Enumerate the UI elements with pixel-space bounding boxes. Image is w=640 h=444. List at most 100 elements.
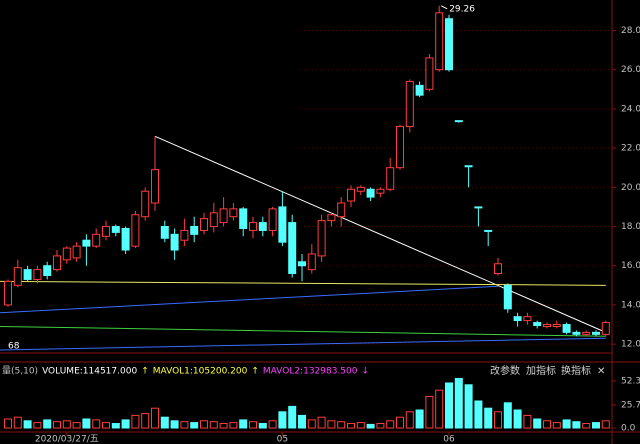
volume-bar [543,420,551,429]
y-tick-label: 18.00 [621,222,640,232]
toolbar-button[interactable]: 改参数 [490,364,520,377]
volume-bar [82,418,91,429]
toolbar-button[interactable]: 加指标 [526,364,556,377]
candle-body [141,190,150,218]
volume-bar [268,420,277,429]
candle-body [356,186,365,192]
volume-bar [33,422,42,429]
trend-line [0,325,606,337]
candle-body [445,18,453,71]
volume-bar [209,421,218,429]
candle-body [405,80,414,128]
vol-tick-label: 52.3 [621,376,640,386]
volume-bar [43,419,52,429]
volume-bar [327,420,336,429]
candle-body [229,208,238,218]
volume-bar [249,421,257,429]
peak-pointer [440,5,448,10]
volume-bar [484,407,493,429]
vol-tick-label: 0.0 [621,424,636,434]
candle-body [258,222,267,231]
candle-body [33,269,42,280]
volume-bar [562,419,571,429]
toolbar-button[interactable]: ✕ [597,366,605,377]
volume-bar [229,422,238,429]
vol-header: VOLUME:114517.000 [42,367,137,377]
y-tick-label: 12.00 [621,340,640,350]
candle-body [562,324,571,333]
toolbar-button[interactable]: 换指标 [561,364,591,377]
volume-bar [503,402,512,429]
volume-bar [405,411,414,429]
candle-body [523,316,532,322]
volume-bar [523,414,532,429]
candle-body [572,331,581,335]
candle-body [219,208,228,224]
candle-body [582,331,591,335]
volume-bar [190,422,199,429]
volume-bar [494,411,502,429]
volume-bar [131,414,140,429]
candle-body [337,202,346,218]
volume-bar [415,409,424,429]
vol-header: 量(5,10) [2,366,38,377]
volume-bar [552,422,561,429]
volume-bar [307,419,316,429]
volume-bar [386,420,395,429]
candle-body [415,84,424,96]
candle-body [543,324,551,327]
volume-bar [239,419,248,429]
low-label: 68 [8,342,20,352]
candle-body [131,214,140,247]
candle-body [533,322,542,326]
candle-body [317,220,326,257]
volume-bar [92,419,101,429]
volume-bar [376,422,385,429]
candle-body [288,222,297,275]
volume-bar [425,395,434,429]
volume-bar [454,377,463,429]
candle-body [82,239,91,247]
candle-body [102,226,110,237]
trend-line [0,280,606,286]
candle-body [121,227,130,251]
volume-bar [151,407,159,429]
trend-line [0,285,499,314]
x-tick-label: 2020/03/27/五 [35,435,99,444]
volume-bar [396,416,404,429]
volume-bar [298,414,306,429]
vol-header: MAVOL1:105200.200 [153,367,248,377]
candle-body [494,263,502,275]
vol-header: MAVOL2:132983.500 [263,367,358,377]
y-tick-label: 20.00 [621,183,640,193]
candle-body [278,206,287,243]
volume-bar [62,420,71,429]
volume-bar [219,422,228,429]
candle-body [347,188,355,202]
volume-bar [445,382,453,429]
volume-bar [180,421,189,429]
candle-body [464,165,473,168]
volume-bar [102,422,110,429]
vol-header: ↑ [251,367,259,377]
volume-bar [200,420,208,429]
candle-body [474,206,483,209]
volume-bar [160,416,169,429]
volume-bar [23,420,32,429]
volume-bar [513,409,522,429]
vol-header: ↓ [362,367,370,377]
candle-body [435,12,444,71]
candle-body [190,226,199,235]
candle-body [484,229,493,232]
volume-bar [592,422,600,429]
candle-body [386,167,395,190]
candle-body [327,214,336,222]
candle-body [23,269,32,280]
y-tick-label: 26.00 [621,65,640,75]
volume-bar [4,418,12,429]
trend-line [0,337,606,351]
volume-bar [72,422,81,429]
candle-body [307,253,316,271]
y-tick-label: 24.00 [621,104,640,114]
